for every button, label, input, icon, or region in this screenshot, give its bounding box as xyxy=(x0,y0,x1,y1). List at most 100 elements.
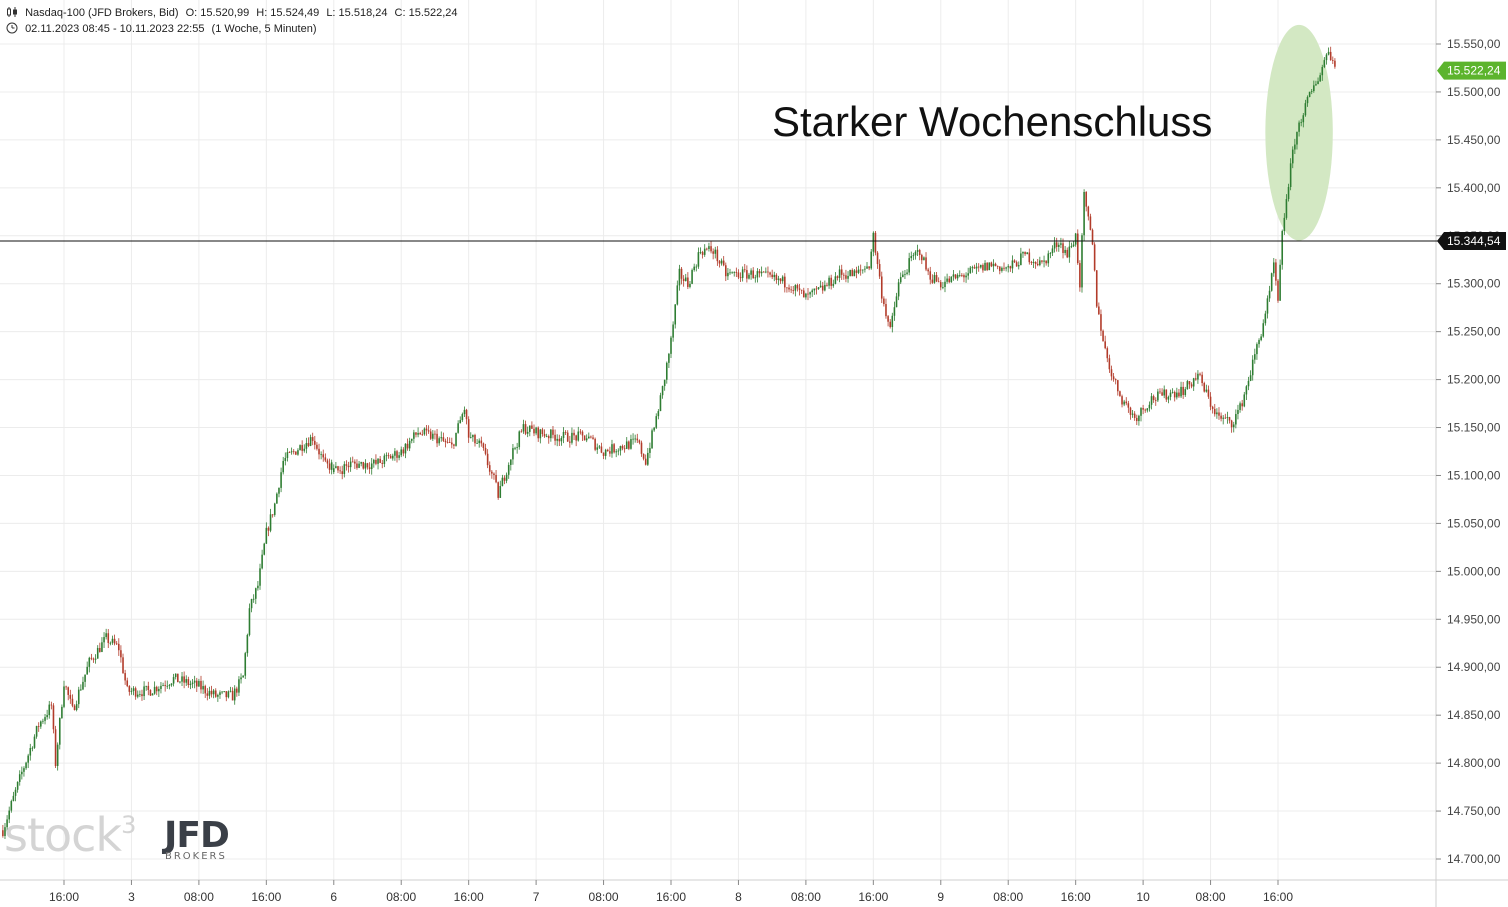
candle xyxy=(377,457,379,470)
candle xyxy=(767,266,769,278)
candle xyxy=(14,787,17,802)
candle xyxy=(223,691,225,693)
candle xyxy=(942,281,944,290)
candle xyxy=(124,669,126,685)
candle xyxy=(876,251,879,269)
candle xyxy=(67,686,70,701)
candle xyxy=(320,451,322,460)
x-tick-label: 8 xyxy=(735,890,742,904)
candle xyxy=(16,781,19,793)
candle xyxy=(1209,392,1212,411)
y-tick-label: 15.050,00 xyxy=(1447,516,1501,530)
candle xyxy=(1331,56,1334,65)
candle xyxy=(1106,346,1109,363)
candle xyxy=(718,259,721,268)
candle xyxy=(1064,246,1066,256)
candle xyxy=(927,267,929,276)
candle xyxy=(263,542,266,556)
candle xyxy=(88,656,91,673)
candle xyxy=(640,440,643,457)
candle xyxy=(948,276,951,284)
candle xyxy=(564,430,567,436)
candle xyxy=(866,262,868,269)
candle xyxy=(227,690,230,699)
candle xyxy=(425,425,428,436)
candle xyxy=(958,270,961,278)
candle xyxy=(305,437,308,454)
candle xyxy=(204,684,207,698)
candle xyxy=(1055,237,1058,252)
candle xyxy=(1178,389,1180,398)
candle xyxy=(1049,252,1052,259)
candle xyxy=(90,653,93,661)
candle xyxy=(613,442,615,454)
candle xyxy=(878,259,881,279)
candle xyxy=(1098,302,1100,316)
candle xyxy=(117,638,120,656)
candle xyxy=(817,286,820,290)
candle xyxy=(427,425,430,434)
candle xyxy=(1007,264,1010,273)
candle xyxy=(615,449,618,458)
candle xyxy=(1300,118,1302,127)
candle xyxy=(1169,389,1172,401)
candle xyxy=(1279,259,1281,301)
candle xyxy=(1266,295,1269,319)
candle xyxy=(214,688,217,698)
candle xyxy=(1163,385,1165,399)
candle xyxy=(373,458,375,468)
candle xyxy=(276,492,278,504)
candle xyxy=(655,413,658,429)
candle xyxy=(946,273,948,284)
candle xyxy=(126,677,129,688)
candle xyxy=(297,448,299,456)
candle xyxy=(1070,242,1073,249)
candle xyxy=(520,429,523,433)
candle xyxy=(174,673,177,680)
candle xyxy=(61,704,63,719)
candle xyxy=(451,437,453,449)
candle xyxy=(261,549,263,570)
candle xyxy=(807,288,809,301)
candle xyxy=(80,684,82,691)
candle xyxy=(44,714,46,725)
candle xyxy=(40,720,42,729)
x-tick-label: 08:00 xyxy=(791,890,821,904)
candle xyxy=(733,271,736,277)
candle xyxy=(164,680,166,692)
candle xyxy=(398,451,400,461)
candle xyxy=(132,686,135,696)
candle xyxy=(1081,233,1083,293)
candle xyxy=(238,676,240,696)
grid xyxy=(0,0,1436,880)
candle xyxy=(623,444,626,453)
candle xyxy=(345,460,348,471)
candle xyxy=(779,278,782,284)
candle xyxy=(1133,411,1136,421)
candle xyxy=(752,267,754,279)
candle xyxy=(1277,279,1279,303)
candle xyxy=(221,690,223,695)
x-tick-label: 16:00 xyxy=(49,890,79,904)
candle xyxy=(432,430,434,441)
candle xyxy=(307,437,310,448)
candle xyxy=(889,319,891,329)
candle xyxy=(404,443,407,459)
candle xyxy=(94,654,97,664)
jfd-logo: JFD xyxy=(164,815,230,856)
candle xyxy=(335,461,337,469)
candle xyxy=(1142,404,1144,415)
candle xyxy=(170,683,173,687)
candle xyxy=(189,680,192,690)
candle xyxy=(1313,80,1315,93)
candle xyxy=(952,270,955,281)
candle xyxy=(453,443,455,450)
candle xyxy=(969,266,972,274)
candle xyxy=(1180,381,1182,398)
candle xyxy=(562,427,565,444)
candle xyxy=(851,268,854,277)
candle xyxy=(813,288,816,295)
candle xyxy=(1028,248,1031,265)
candle xyxy=(975,262,978,275)
